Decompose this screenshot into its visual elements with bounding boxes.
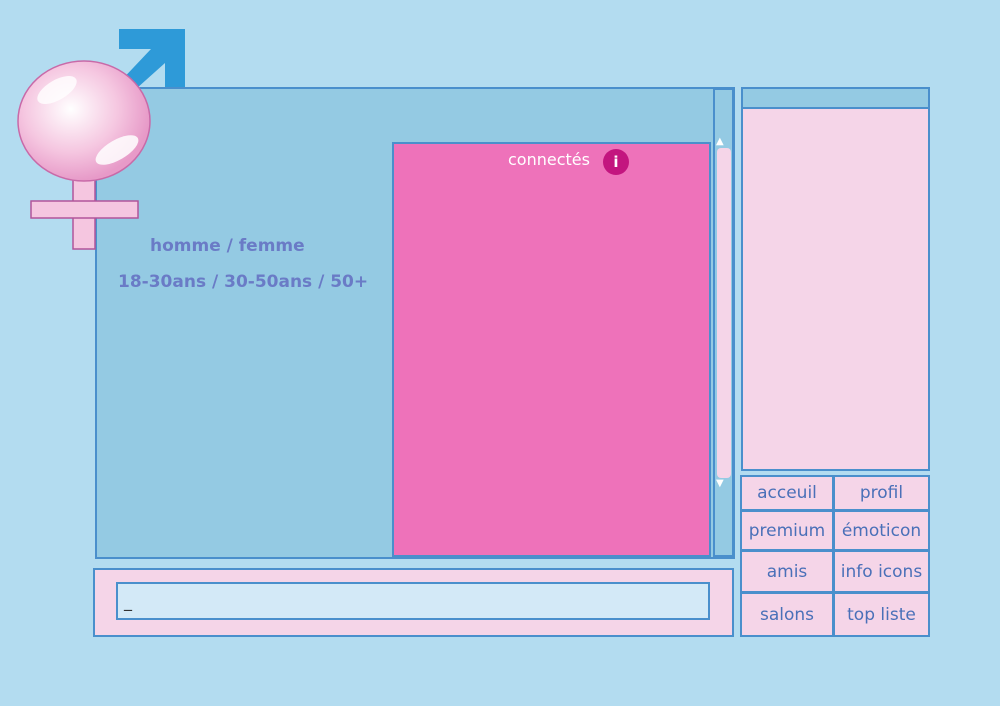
side-panel — [741, 87, 930, 471]
online-title: connectés — [508, 150, 590, 169]
menu-amis[interactable]: amis — [740, 550, 834, 593]
scroll-down-icon[interactable]: ▼ — [716, 478, 724, 489]
menu-info-icons[interactable]: info icons — [833, 550, 930, 593]
side-panel-header — [741, 87, 930, 109]
menu-emoticon[interactable]: émoticon — [833, 510, 930, 551]
scroll-up-icon[interactable]: ▲ — [716, 136, 724, 147]
scrollbar-track[interactable] — [717, 148, 731, 478]
menu-salons[interactable]: salons — [740, 592, 834, 637]
menu-acceuil[interactable]: acceuil — [740, 475, 834, 511]
menu-premium[interactable]: premium — [740, 510, 834, 551]
gender-logo-icon — [17, 29, 185, 250]
age-filter[interactable]: 18-30ans / 30-50ans / 50+ — [118, 272, 369, 292]
menu-profil[interactable]: profil — [833, 475, 930, 511]
menu-grid: acceuil profil premium émoticon amis inf… — [740, 475, 930, 637]
gender-filter[interactable]: homme / femme — [150, 236, 305, 256]
info-icon[interactable]: i — [603, 149, 629, 175]
message-input[interactable]: _ — [116, 582, 710, 620]
online-users-panel — [392, 142, 711, 557]
menu-top-liste[interactable]: top liste — [833, 592, 930, 637]
